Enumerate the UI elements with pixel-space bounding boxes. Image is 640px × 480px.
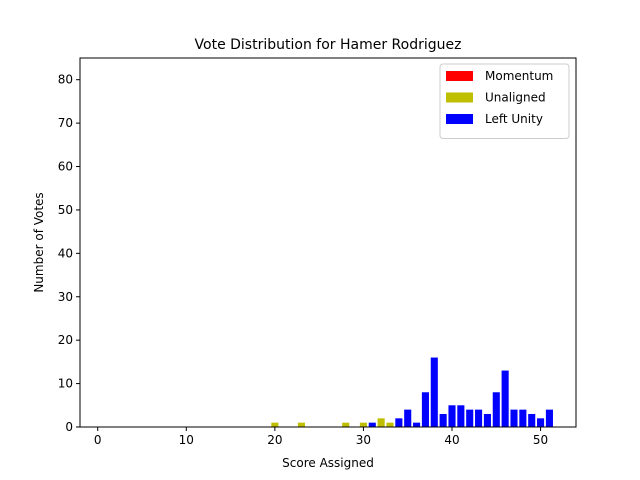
bar-unaligned-32 [377,418,385,427]
bar-unaligned-33 [386,422,394,427]
bar-left-unity-50 [537,418,545,427]
bars-group [271,357,553,427]
bar-left-unity-35 [404,409,412,427]
y-axis-ticks: 0 10 20 30 40 50 60 70 80 [58,73,80,434]
chart-title: Vote Distribution for Hamer Rodriguez [195,37,462,53]
bar-left-unity-31 [368,422,376,427]
bar-unaligned-28 [342,422,350,427]
bar-left-unity-48 [519,409,527,427]
y-tick-label: 80 [58,73,73,87]
bar-unaligned-23 [297,422,305,427]
legend-label: Momentum [485,69,553,83]
bar-left-unity-45 [492,392,500,427]
x-tick-label: 50 [533,433,548,447]
x-tick-label: 0 [94,433,102,447]
legend: Momentum Unaligned Left Unity [439,63,570,139]
bar-left-unity-39 [439,413,447,427]
bar-left-unity-34 [395,418,403,427]
bar-left-unity-37 [421,392,429,427]
bar-left-unity-43 [475,409,483,427]
bar-left-unity-36 [413,422,421,427]
bar-left-unity-38 [430,357,438,427]
bar-left-unity-51 [545,409,553,427]
bar-left-unity-49 [528,413,536,427]
x-axis-label: Score Assigned [282,456,374,470]
legend-swatch-left-unity [446,114,473,124]
x-axis-ticks: 0 10 20 30 40 50 [94,427,548,447]
legend-swatch-momentum [446,71,473,81]
y-tick-label: 70 [58,116,73,130]
bar-left-unity-47 [510,409,518,427]
y-tick-label: 20 [58,333,73,347]
y-axis-label: Number of Votes [32,192,46,292]
legend-swatch-unaligned [446,92,473,103]
legend-label: Left Unity [485,112,543,126]
legend-label: Unaligned [485,91,546,105]
y-tick-label: 10 [58,377,73,391]
x-tick-label: 40 [444,433,459,447]
bar-left-unity-46 [501,370,509,427]
y-tick-label: 0 [65,420,73,434]
bar-unaligned-30 [359,422,367,427]
plot-frame [79,57,577,428]
bar-left-unity-41 [457,405,465,427]
y-tick-label: 50 [58,203,73,217]
bar-unaligned-20 [271,422,279,427]
bar-left-unity-42 [466,409,474,427]
y-tick-label: 40 [58,246,73,260]
bar-left-unity-40 [448,405,456,427]
y-tick-label: 60 [58,160,73,174]
x-tick-label: 20 [267,433,282,447]
y-tick-label: 30 [58,290,73,304]
x-tick-label: 30 [356,433,371,447]
bar-left-unity-44 [483,413,491,427]
x-tick-label: 10 [179,433,194,447]
